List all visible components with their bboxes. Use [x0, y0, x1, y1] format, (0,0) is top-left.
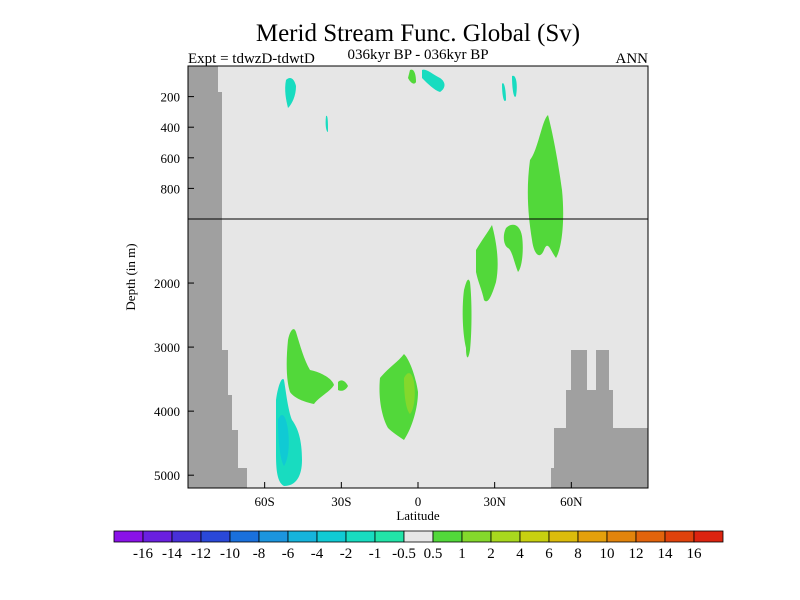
colorbar-swatch	[664, 530, 695, 543]
colorbar-label: 14	[658, 546, 674, 562]
colorbar-label: 1	[458, 546, 466, 562]
colorbar-swatch	[693, 530, 724, 543]
cell-north-mid-2	[476, 225, 498, 302]
cell-north-mid-1	[503, 224, 523, 272]
colorbar-swatch	[345, 530, 376, 543]
y-tick-label: 2000	[154, 276, 180, 291]
cell-south-bottom-core	[278, 415, 289, 466]
colorbar-label: -12	[191, 546, 211, 562]
negative-cells-strong	[278, 415, 289, 466]
y-axis: 200 400 600 800 2000 3000 4000 5000	[154, 90, 194, 483]
colorbar-label: -8	[253, 546, 266, 562]
colorbar-swatch	[374, 530, 405, 543]
colorbar-swatch	[548, 530, 579, 543]
colorbar-label: 12	[629, 546, 644, 562]
x-tick-label: 60S	[255, 494, 275, 509]
colorbar-label: -1	[369, 546, 382, 562]
subtitle-right: ANN	[616, 51, 649, 67]
colorbar-swatch	[287, 530, 318, 543]
chart-title: Merid Stream Func. Global (Sv)	[256, 20, 580, 47]
colorbar-swatch	[113, 530, 144, 543]
cell-surface-south	[285, 78, 296, 108]
colorbar-swatch	[316, 530, 347, 543]
cell-south-small	[338, 380, 348, 391]
x-tick-label: 30S	[331, 494, 351, 509]
plot-area	[187, 65, 649, 489]
x-axis: 60S 30S 0 30N 60N	[255, 482, 583, 509]
colorbar-swatch	[606, 530, 637, 543]
cell-surface-north-a	[502, 83, 506, 102]
colorbar-label: -14	[162, 546, 182, 562]
colorbar-swatch	[171, 530, 202, 543]
colorbar-swatch	[461, 530, 492, 543]
land-mask-north	[551, 350, 648, 488]
colorbar-swatch	[142, 530, 173, 543]
colorbar-label: 6	[545, 546, 553, 562]
colorbar-swatch	[490, 530, 521, 543]
colorbar-swatch	[229, 530, 260, 543]
x-tick-label: 30N	[483, 494, 506, 509]
y-tick-label: 5000	[154, 468, 180, 483]
subtitle-center: 036kyr BP - 036kyr BP	[347, 47, 488, 63]
y-tick-label: 600	[161, 151, 181, 166]
y-tick-label: 400	[161, 120, 181, 135]
x-tick-label: 0	[415, 494, 422, 509]
cell-north-upper	[527, 115, 564, 258]
cell-south-deep	[286, 329, 334, 404]
colorbar-swatch	[258, 530, 289, 543]
y-axis-label: Depth (in m)	[123, 243, 138, 310]
colorbar-label: 0.5	[424, 546, 443, 562]
colorbar-label: -6	[282, 546, 295, 562]
colorbar-label: 10	[600, 546, 615, 562]
colorbar-label: -16	[133, 546, 153, 562]
subtitle-left: Expt = tdwzD-tdwtD	[188, 51, 315, 67]
positive-cells-strong	[404, 373, 415, 414]
colorbar-label: 16	[687, 546, 703, 562]
colorbar-label: -2	[340, 546, 353, 562]
cell-equator-core	[404, 373, 415, 414]
y-tick-label: 3000	[154, 340, 180, 355]
colorbar-label: 2	[487, 546, 495, 562]
colorbar	[113, 530, 724, 543]
land-mask-south	[188, 66, 247, 488]
cell-surface-sliver	[325, 115, 328, 132]
colorbar-label: -10	[220, 546, 240, 562]
cell-surface-north-b	[512, 75, 517, 97]
cell-surface-eq-neg	[422, 69, 445, 92]
x-tick-label: 60N	[560, 494, 583, 509]
positive-cells	[286, 69, 564, 440]
colorbar-label: -4	[311, 546, 324, 562]
y-tick-label: 800	[161, 181, 181, 196]
colorbar-swatch	[432, 530, 463, 543]
colorbar-label: 8	[574, 546, 582, 562]
colorbar-label: 4	[516, 546, 524, 562]
cell-north-low	[462, 279, 472, 358]
colorbar-swatch	[403, 530, 434, 543]
colorbar-swatch	[577, 530, 608, 543]
y-tick-label: 4000	[154, 404, 180, 419]
x-axis-label: Latitude	[396, 508, 440, 523]
colorbar-labels: -16 -14 -12 -10 -8 -6 -4 -2 -1 -0.5 0.5 1 2 4 6 8 10 12 14…	[133, 546, 702, 562]
y-tick-label: 200	[161, 90, 181, 105]
cell-surface-eq	[408, 69, 416, 84]
colorbar-swatch	[519, 530, 550, 543]
colorbar-label: -0.5	[392, 546, 416, 562]
colorbar-swatch	[200, 530, 231, 543]
colorbar-swatch	[635, 530, 666, 543]
